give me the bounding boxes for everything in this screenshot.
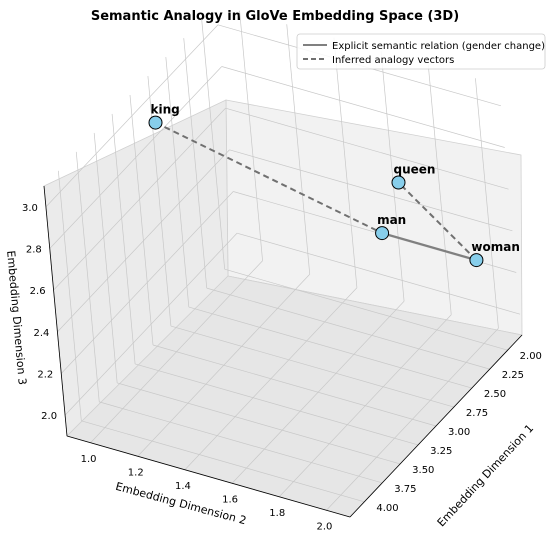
grid-line	[231, 301, 405, 484]
y-tick-label: 2.0	[316, 521, 332, 532]
explicit-relation-line	[381, 232, 477, 262]
grid-line	[64, 232, 238, 416]
z-tick-label: 2.6	[30, 286, 46, 297]
grid-line	[475, 78, 499, 329]
grid-line	[134, 363, 419, 446]
x-axis-line	[349, 334, 523, 518]
point-label-king: king	[151, 103, 180, 117]
y-tick-label: 1.6	[222, 494, 238, 505]
x-tick-label: 2.25	[502, 370, 524, 381]
grid-line	[206, 287, 490, 370]
grid-line	[333, 37, 358, 288]
grid-line	[183, 38, 208, 289]
y-axis-line	[66, 435, 351, 518]
grid-line	[380, 51, 405, 302]
grid-line	[45, 24, 219, 208]
grid-line	[57, 170, 82, 421]
z-tick-label: 2.4	[34, 328, 50, 339]
grid-line	[427, 64, 452, 315]
grid-line	[99, 401, 383, 484]
x-tick-label: 2.75	[466, 408, 488, 419]
grid-line	[117, 382, 401, 465]
x-tick-label: 2.00	[520, 351, 542, 362]
x-tick-label: 3.25	[430, 446, 452, 457]
z-tick-label: 2.0	[41, 411, 57, 422]
legend-entry-inferred: Inferred analogy vectors	[332, 55, 454, 66]
point-label-man: man	[377, 213, 406, 227]
grid-line	[221, 66, 505, 148]
grid-lines	[45, 10, 521, 511]
grid-line	[93, 132, 118, 383]
relation-lines	[155, 121, 478, 262]
x-tick-label: 4.00	[376, 503, 398, 514]
grid-line	[229, 149, 513, 232]
y-tick-label: 1.8	[269, 508, 285, 519]
z-axis-label: Embedding Dimension 3	[4, 250, 29, 385]
x-tick-label: 3.00	[448, 427, 470, 438]
point-queen	[391, 175, 406, 190]
z-axis-line	[43, 185, 68, 437]
grid-line	[53, 107, 226, 291]
grid-line	[236, 232, 521, 315]
grid-line	[170, 325, 455, 408]
point-label-woman: woman	[471, 240, 519, 254]
grid-line	[129, 94, 154, 346]
grid-line	[239, 10, 263, 261]
grid-line	[286, 24, 311, 275]
inferred-analogy-line	[155, 121, 383, 234]
word-points: king man woman queen	[148, 103, 520, 268]
z-tick-label: 3.0	[22, 203, 38, 214]
grid-line	[57, 149, 230, 333]
grid-line	[60, 191, 234, 374]
grid-line	[225, 107, 509, 190]
y-tick-label: 1.4	[175, 481, 191, 492]
legend: Explicit semantic relation (gender chang…	[296, 33, 546, 70]
z-tick-label: 2.8	[26, 245, 42, 256]
point-woman	[469, 253, 484, 268]
y-tick-label: 1.2	[128, 467, 144, 478]
grid-line	[278, 314, 452, 497]
grid-line	[137, 274, 311, 457]
grid-line	[224, 268, 508, 351]
grid-line	[201, 19, 226, 270]
grid-line	[184, 287, 358, 470]
z-tick-label: 2.2	[37, 370, 53, 381]
x-tick-label: 3.75	[394, 484, 416, 495]
grid-line	[81, 420, 365, 503]
point-man	[375, 226, 390, 241]
grid-line	[152, 344, 437, 427]
chart-title: Semantic Analogy in GloVe Embedding Spac…	[91, 9, 459, 24]
x-tick-label: 3.50	[412, 465, 434, 476]
tick-labels: 2.00 2.25 2.50 2.75 3.00 3.25 3.50 3.75 4.00 1.0 1…	[22, 203, 542, 532]
grid-line	[49, 66, 223, 249]
grid-line	[90, 260, 263, 443]
grid-line	[165, 57, 190, 308]
point-king	[148, 115, 163, 130]
grid-line	[111, 113, 136, 364]
point-label-queen: queen	[394, 163, 436, 177]
y-tick-label: 1.0	[81, 454, 97, 465]
inferred-analogy-line	[397, 181, 478, 261]
x-tick-label: 2.50	[484, 389, 506, 400]
grid-line	[75, 151, 100, 402]
legend-entry-explicit: Explicit semantic relation (gender chang…	[332, 41, 545, 52]
legend-box	[296, 33, 546, 70]
grid-line	[326, 328, 499, 511]
grid-line	[188, 306, 472, 389]
